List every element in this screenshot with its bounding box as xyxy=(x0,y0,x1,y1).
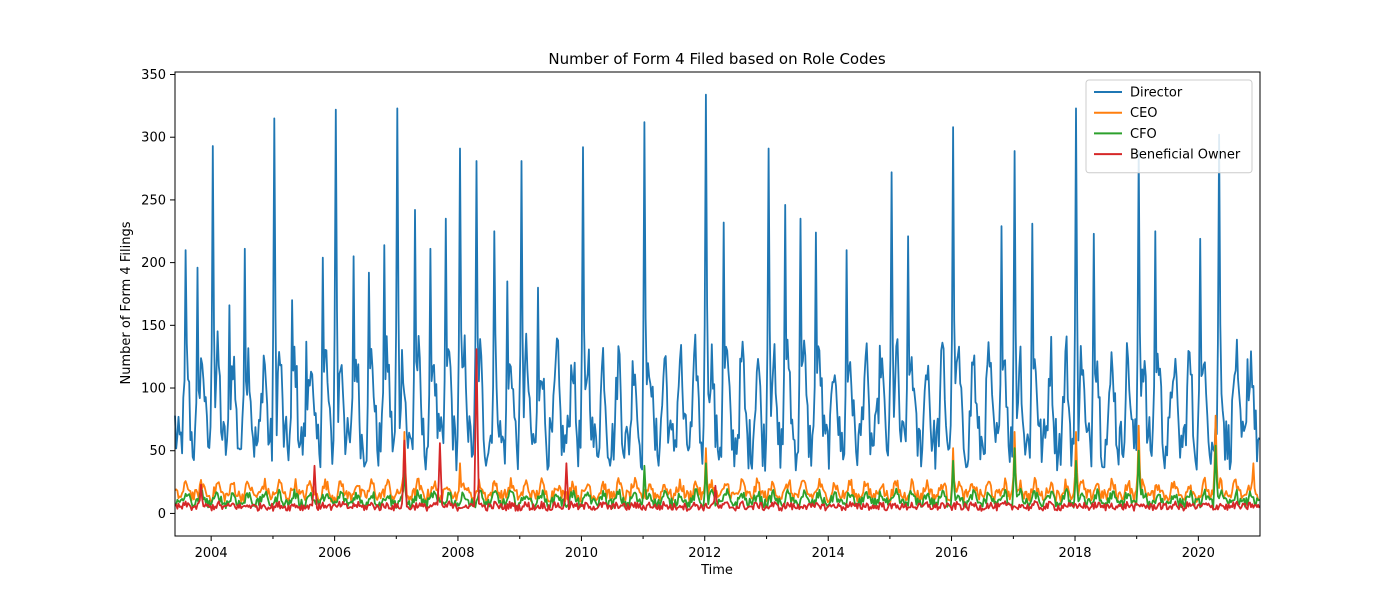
legend: Director CEO CFO Beneficial Owner xyxy=(1085,79,1253,174)
chart-title: Number of Form 4 Filed based on Role Cod… xyxy=(548,50,885,68)
plot-area xyxy=(174,93,1261,512)
y-tick-label: 50 xyxy=(149,444,166,459)
x-tick-label: 2018 xyxy=(1058,546,1091,561)
x-tick-label: 2012 xyxy=(688,546,721,561)
axes-frame xyxy=(174,71,1261,537)
y-tick-label: 100 xyxy=(141,382,166,397)
y-tick-label: 200 xyxy=(141,256,166,271)
x-tick-label: 2006 xyxy=(318,546,351,561)
x-tick-label: 2010 xyxy=(565,546,598,561)
x-tick-label: 2004 xyxy=(195,546,228,561)
y-tick-label: 150 xyxy=(141,319,166,334)
x-axis-label: Time xyxy=(700,563,733,578)
x-tick-label: 2020 xyxy=(1182,546,1215,561)
y-tick-label: 300 xyxy=(141,131,166,146)
legend-label: CEO xyxy=(1130,106,1158,121)
legend-label: CFO xyxy=(1130,127,1157,142)
legend-label: Beneficial Owner xyxy=(1130,148,1241,163)
x-tick-label: 2008 xyxy=(441,546,474,561)
y-tick-label: 250 xyxy=(141,193,166,208)
series-line-beneficial-owner xyxy=(174,348,1261,512)
x-tick-label: 2016 xyxy=(935,546,968,561)
series-line-director xyxy=(174,93,1261,472)
legend-label: Director xyxy=(1130,86,1183,101)
y-tick-label: 0 xyxy=(158,507,166,522)
axes: 0 50 100 150 200 250 300 350 2004 2006 2008 2010 201… xyxy=(141,68,1215,561)
legend-box xyxy=(1085,79,1253,174)
y-axis-label: Number of Form 4 Filings xyxy=(119,221,134,384)
x-tick-label: 2014 xyxy=(812,546,845,561)
y-tick-label: 350 xyxy=(141,68,166,83)
